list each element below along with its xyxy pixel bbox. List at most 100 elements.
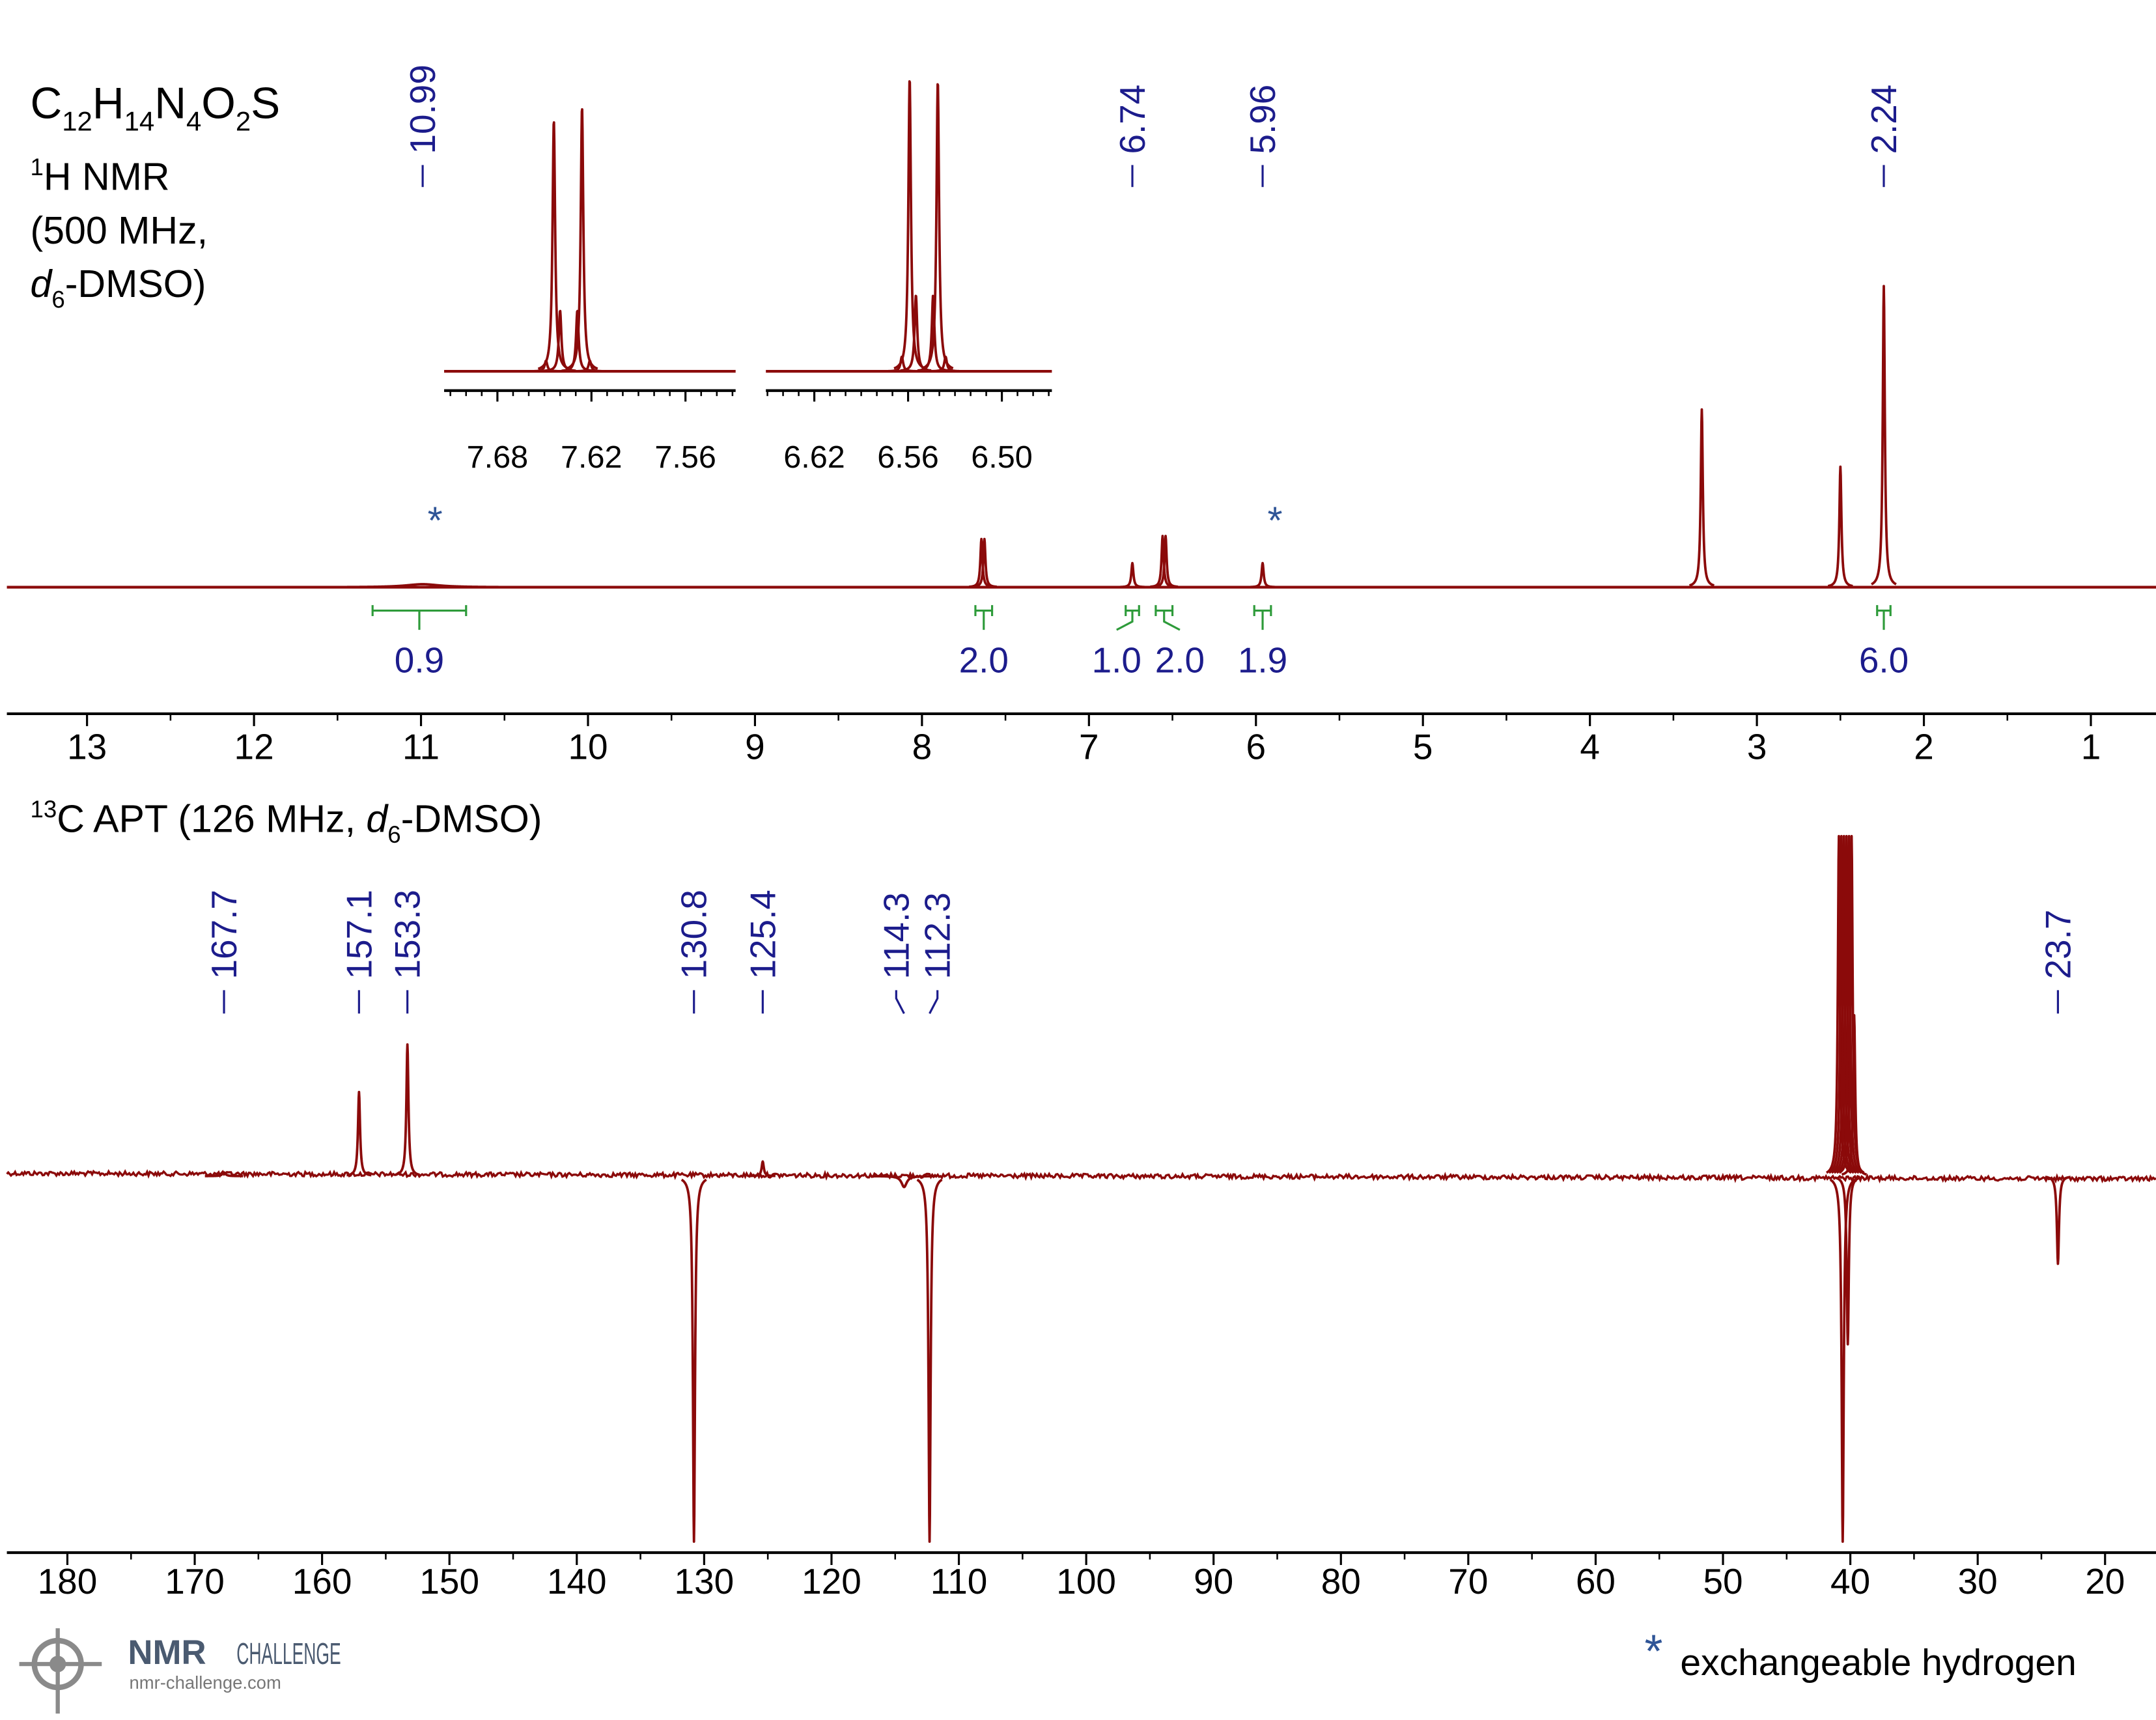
x-tick-label: 12 <box>234 726 274 767</box>
peak <box>345 1090 372 1177</box>
peak-label: 10.99 <box>402 64 443 154</box>
peak-label: 153.3 <box>387 890 428 979</box>
x-tick-label: 70 <box>1448 1561 1488 1601</box>
peak <box>204 1171 244 1177</box>
text-part: O <box>201 79 236 128</box>
logo-dot <box>49 1656 66 1672</box>
peak <box>680 1178 708 1544</box>
integral-label: 6.0 <box>1859 640 1909 680</box>
peak <box>1830 834 1858 1174</box>
text-part: 14 <box>124 106 155 137</box>
text-part: 1 <box>30 154 43 180</box>
x-tick-label: 11 <box>402 726 440 767</box>
x-tick-label: 13 <box>67 726 107 767</box>
peak <box>1688 408 1715 587</box>
peak-label: 23.7 <box>2037 910 2078 980</box>
peak <box>916 1178 943 1544</box>
peak <box>1870 285 1897 585</box>
proton-method: 1H NMR <box>30 154 169 198</box>
x-tick-label: 90 <box>1194 1561 1233 1601</box>
peak <box>1152 535 1179 588</box>
text-part: 4 <box>186 106 201 137</box>
text-part: N <box>154 79 186 128</box>
peak <box>1834 1176 1862 1346</box>
text-part: -DMSO) <box>65 262 206 305</box>
peak-label: 2.24 <box>1864 85 1904 154</box>
integral-label: 2.0 <box>1155 640 1205 680</box>
x-tick-label: 100 <box>1056 1561 1116 1601</box>
peak <box>871 1175 937 1189</box>
integral-bracket <box>1876 605 1892 630</box>
text-part: C <box>30 79 62 128</box>
peak <box>213 583 632 589</box>
text-part: 2 <box>236 106 251 137</box>
peak <box>921 83 955 370</box>
x-tick-label: 40 <box>1830 1561 1870 1601</box>
carbon-method: 13C APT (126 MHz, d6-DMSO) <box>30 796 542 848</box>
integral-label: 0.9 <box>395 640 444 680</box>
peak <box>543 309 577 373</box>
peak <box>537 121 570 371</box>
x-tick-label: 30 <box>1958 1561 1998 1601</box>
x-tick-label: 140 <box>547 1561 607 1601</box>
footnote-text: exchangeable hydrogen <box>1680 1642 2076 1684</box>
x-tick-label: 6.56 <box>877 440 939 475</box>
x-tick-label: 7 <box>1079 726 1099 767</box>
x-tick-label: 110 <box>931 1561 988 1601</box>
logo-url: nmr-challenge.com <box>129 1672 281 1693</box>
x-tick-label: 8 <box>912 726 932 767</box>
text-part: H NMR <box>44 154 170 198</box>
peak <box>1836 834 1863 1174</box>
logo-suffix: CHALLENGE <box>236 1637 341 1671</box>
x-tick-label: 170 <box>165 1561 225 1601</box>
x-tick-label: 130 <box>675 1561 735 1601</box>
x-tick-label: 180 <box>38 1561 98 1601</box>
peak-label: 130.8 <box>674 890 714 979</box>
x-tick-label: 160 <box>292 1561 352 1601</box>
x-tick-label: 50 <box>1703 1561 1743 1601</box>
peak <box>565 108 599 370</box>
peak <box>1249 561 1276 589</box>
x-tick-label: 6.62 <box>783 440 845 475</box>
peak-label: 6.74 <box>1112 85 1153 154</box>
integral-bracket <box>974 605 994 630</box>
peak-label: 157.1 <box>339 890 379 979</box>
text-part: 12 <box>62 106 92 137</box>
x-tick-label: 7.62 <box>561 440 623 475</box>
peak <box>971 537 998 588</box>
x-tick-label: 150 <box>419 1561 479 1601</box>
peak <box>929 355 962 373</box>
x-tick-label: 6 <box>1246 726 1266 767</box>
text-part: d <box>366 797 389 841</box>
integral-bracket <box>1155 605 1181 631</box>
peak <box>1833 834 1860 1174</box>
x-tick-label: 20 <box>2085 1561 2125 1601</box>
x-tick-label: 120 <box>802 1561 861 1601</box>
peak <box>916 294 949 372</box>
peak <box>394 1043 421 1176</box>
peak-label: 167.7 <box>204 890 244 979</box>
integral-label: 1.0 <box>1092 640 1141 680</box>
footnote-symbol: * <box>1644 1625 1662 1677</box>
integral-bracket <box>1253 605 1272 630</box>
peak <box>2044 1176 2072 1265</box>
peak <box>1119 561 1146 589</box>
peak <box>1825 834 1853 1174</box>
formula: C12H14N4O2S <box>30 79 280 137</box>
peak-label: 125.4 <box>742 890 783 979</box>
logo-icon <box>19 1628 102 1714</box>
peak <box>1829 1178 1856 1544</box>
integral-bracket <box>1116 605 1140 631</box>
peak <box>893 80 926 370</box>
text-part: S <box>251 79 280 128</box>
x-tick-label: 5 <box>1413 726 1433 767</box>
x-tick-label: 9 <box>745 726 765 767</box>
x-tick-label: 80 <box>1321 1561 1361 1601</box>
peak-label-leader <box>895 990 905 1014</box>
logo-name: NMR <box>128 1633 206 1672</box>
text-part: d <box>30 262 53 305</box>
peak <box>561 309 594 373</box>
proton-method: d6-DMSO) <box>30 262 206 313</box>
peak-label: 112.3 <box>917 892 958 979</box>
